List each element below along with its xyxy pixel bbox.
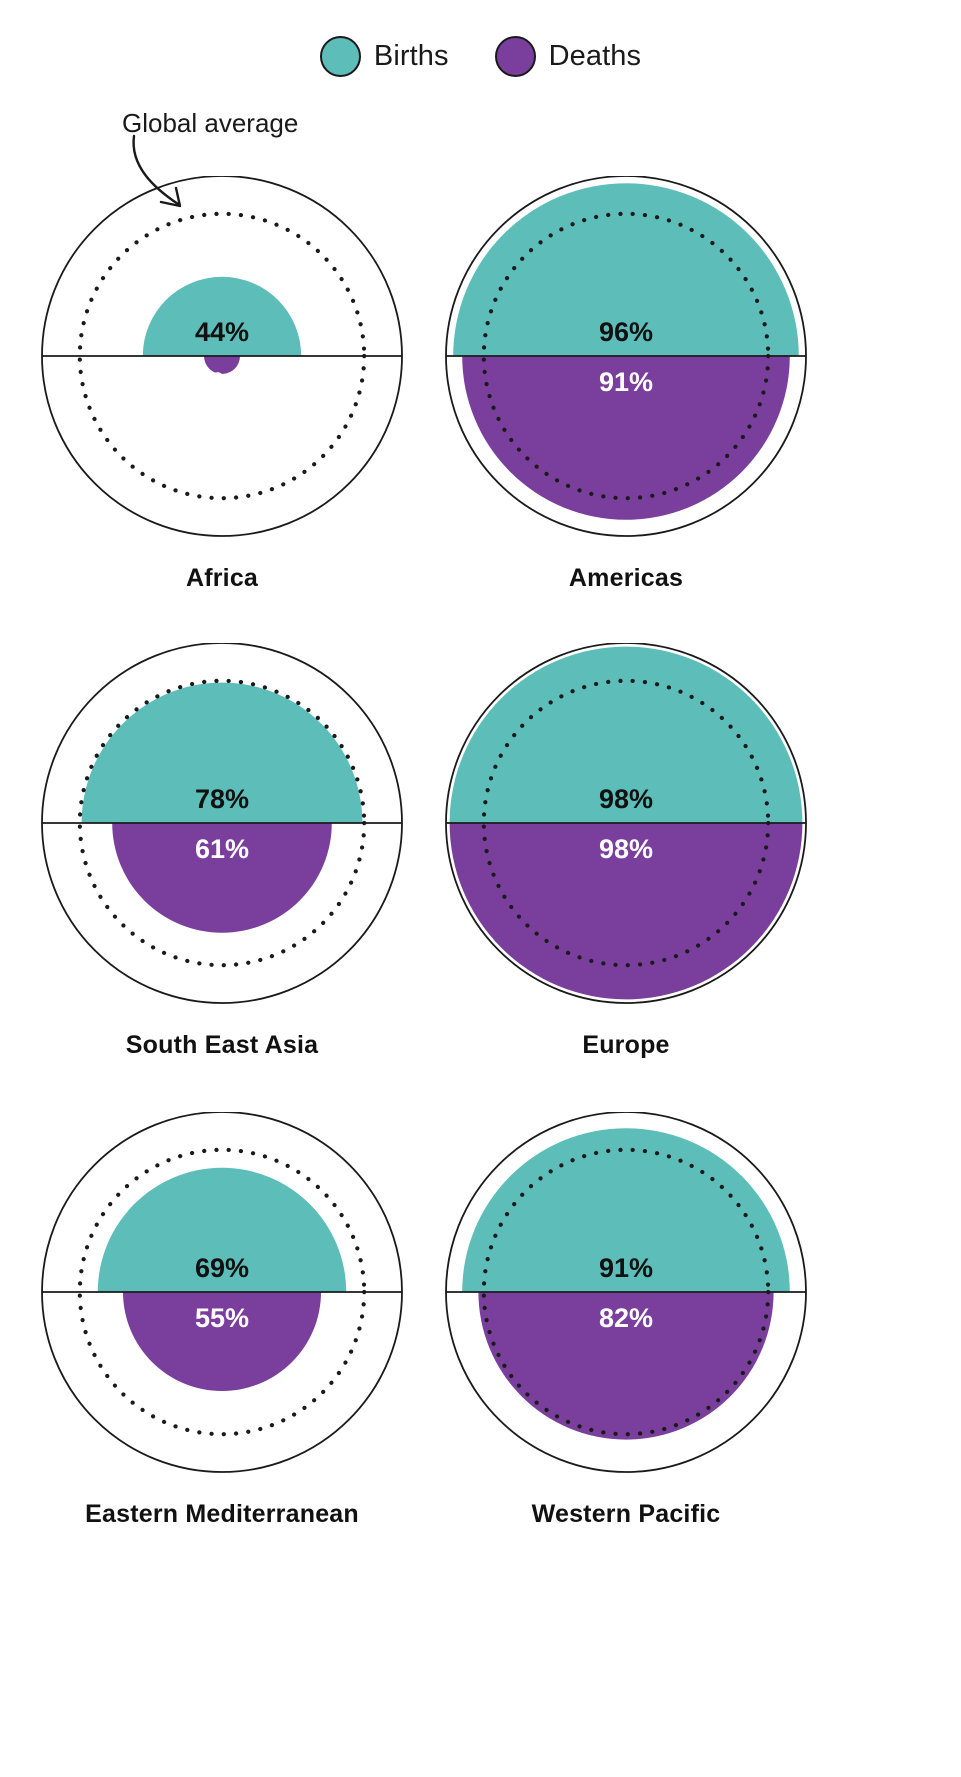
- births-value-label: 69%: [195, 1253, 249, 1283]
- legend-item-births: Births: [319, 36, 449, 77]
- births-half-disc: [142, 276, 302, 356]
- deaths-value-label: 82%: [599, 1303, 653, 1333]
- region-label: Europe: [582, 1031, 670, 1059]
- deaths-half-disc: [123, 1292, 321, 1391]
- dial-graphic: 98% 98%: [424, 643, 828, 1023]
- births-half-disc: [449, 646, 803, 823]
- global-average-annotation-label: Global average: [122, 108, 299, 138]
- deaths-value-label: 98%: [599, 834, 653, 864]
- births-half-disc: [81, 682, 363, 823]
- births-half-disc: [462, 1128, 790, 1292]
- dial-graphic: 69% 55%: [20, 1112, 424, 1492]
- dial-graphic: 91% 82%: [424, 1112, 828, 1492]
- dial-chart-eastern-mediterranean: 69% 55% Eastern Mediterranean: [20, 1112, 424, 1579]
- dial-chart-south-east-asia: 78% 61% South East Asia: [20, 643, 424, 1110]
- dial-graphic: 96% 91%: [424, 176, 828, 556]
- births-half-disc: [97, 1167, 347, 1292]
- legend-item-deaths: Deaths: [494, 36, 642, 77]
- deaths-half-disc: [449, 823, 803, 1000]
- dial-chart-western-pacific: 91% 82% Western Pacific: [424, 1112, 828, 1579]
- deaths-half-disc: [112, 823, 332, 933]
- deaths-half-disc: [462, 356, 790, 520]
- chart-legend: Births Deaths: [0, 36, 961, 77]
- births-half-disc: [453, 183, 799, 356]
- region-label: Western Pacific: [531, 1500, 721, 1528]
- region-label: Africa: [185, 564, 259, 592]
- circle-swatch-births-icon: [319, 36, 361, 77]
- deaths-value-label: 10%: [195, 367, 249, 397]
- deaths-value-label: 55%: [195, 1303, 249, 1333]
- births-value-label: 78%: [195, 784, 249, 814]
- region-label: Americas: [568, 564, 684, 592]
- births-value-label: 91%: [599, 1253, 653, 1283]
- dial-graphic: 78% 61%: [20, 643, 424, 1023]
- dial-chart-americas: 96% 91% Americas: [424, 176, 828, 643]
- legend-label-deaths: Deaths: [548, 40, 642, 72]
- legend-label-births: Births: [373, 40, 449, 72]
- region-label: Eastern Mediterranean: [85, 1500, 359, 1528]
- circle-swatch-deaths-icon: [494, 36, 536, 77]
- deaths-half-disc: [204, 356, 240, 374]
- deaths-half-disc: [478, 1292, 774, 1440]
- deaths-value-label: 61%: [195, 834, 249, 864]
- dial-graphic: 44% 10%: [20, 176, 424, 556]
- deaths-value-label: 91%: [599, 367, 653, 397]
- births-value-label: 98%: [599, 784, 653, 814]
- births-value-label: 96%: [599, 317, 653, 347]
- dial-chart-europe: 98% 98% Europe: [424, 643, 828, 1110]
- region-label: South East Asia: [125, 1031, 319, 1059]
- dial-chart-africa: 44% 10% Africa: [20, 176, 424, 643]
- births-value-label: 44%: [195, 317, 249, 347]
